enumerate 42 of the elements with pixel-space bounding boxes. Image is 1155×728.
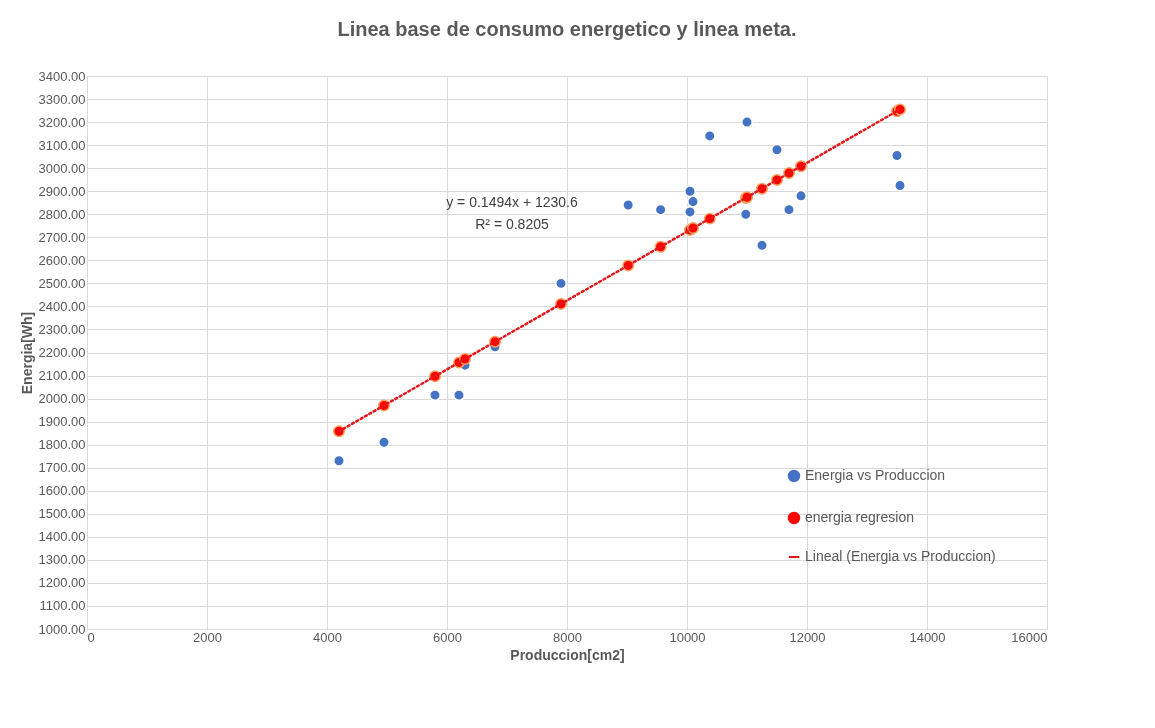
annotation: y = 0.1494x + 1230.6 bbox=[446, 194, 578, 210]
x-tick-label: 10000 bbox=[669, 629, 706, 645]
y-tick-label: 1900.00 bbox=[38, 414, 86, 430]
annotation: R² = 0.8205 bbox=[475, 216, 549, 232]
x-tick-label: 0 bbox=[87, 629, 95, 645]
y-tick-label: 3100.00 bbox=[38, 137, 86, 153]
legend-label: Energia vs Produccion bbox=[805, 467, 946, 483]
y-tick-label: 1000.00 bbox=[38, 621, 86, 637]
x-tick-label: 4000 bbox=[313, 629, 342, 645]
y-tick-label: 3000.00 bbox=[38, 160, 86, 176]
chart-title: Linea base de consumo energetico y linea meta. bbox=[337, 18, 797, 40]
y-tick-label: 1600.00 bbox=[38, 483, 86, 499]
x-tick-label: 16000 bbox=[1011, 629, 1048, 645]
x-tick-label: 14000 bbox=[909, 629, 946, 645]
y-axis-title: Energia[Wh] bbox=[18, 311, 35, 395]
x-tick-label: 6000 bbox=[433, 629, 462, 645]
y-tick-label: 2600.00 bbox=[38, 252, 86, 268]
y-tick-label: 1200.00 bbox=[38, 575, 86, 591]
y-tick-label: 2100.00 bbox=[38, 368, 86, 384]
y-tick-label: 2000.00 bbox=[38, 391, 86, 407]
y-tick-label: 2200.00 bbox=[38, 345, 86, 360]
y-tick-label: 1300.00 bbox=[38, 552, 86, 568]
x-tick-label: 8000 bbox=[553, 629, 582, 645]
y-tick-label: 1800.00 bbox=[38, 437, 86, 453]
y-tick-label: 1400.00 bbox=[38, 529, 86, 545]
x-tick-label: 2000 bbox=[193, 629, 222, 645]
legend-label: energia regresion bbox=[805, 509, 914, 525]
y-tick-label: 2500.00 bbox=[38, 275, 86, 291]
y-tick-label: 3400.00 bbox=[38, 68, 86, 84]
x-axis-title: Produccion[cm2] bbox=[510, 646, 625, 663]
y-tick-label: 3300.00 bbox=[38, 91, 86, 107]
y-tick-label: 2800.00 bbox=[38, 206, 86, 222]
y-tick-label: 1500.00 bbox=[38, 506, 86, 522]
y-tick-label: 1700.00 bbox=[38, 460, 86, 476]
x-tick-label: 12000 bbox=[789, 629, 826, 645]
y-tick-label: 2700.00 bbox=[38, 229, 86, 245]
y-tick-label: 3200.00 bbox=[38, 114, 86, 130]
y-tick-label: 2300.00 bbox=[38, 321, 86, 337]
legend-label: Lineal (Energia vs Produccion) bbox=[805, 548, 996, 564]
y-tick-label: 2400.00 bbox=[38, 298, 86, 314]
y-tick-label: 1100.00 bbox=[39, 598, 86, 614]
y-tick-label: 2900.00 bbox=[38, 183, 86, 199]
